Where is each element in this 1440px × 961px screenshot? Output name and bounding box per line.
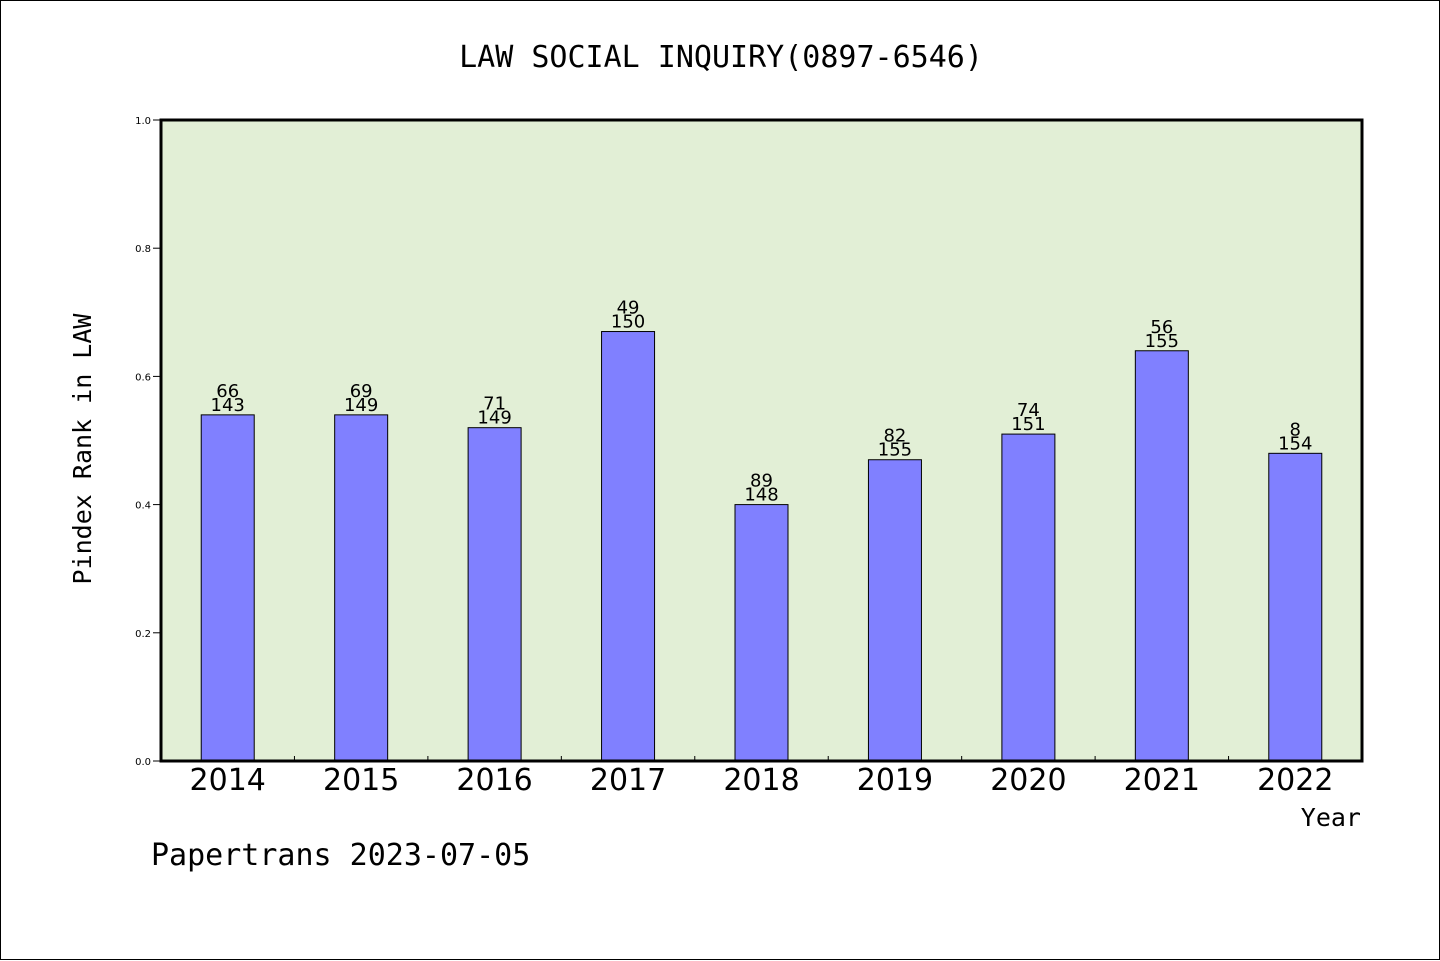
chart-title: LAW SOCIAL INQUIRY(0897-6546) (459, 40, 983, 75)
rank-label-2021: 56 (1150, 317, 1173, 338)
x-tick-label-2018: 2018 (723, 763, 799, 798)
total-label-2016: 149 (477, 408, 511, 429)
plot-border (159, 118, 1364, 763)
bar-2017 (601, 331, 656, 762)
total-label-2019: 155 (878, 440, 912, 461)
rank-label-2020: 74 (1017, 400, 1040, 421)
y-tick-label: 0.6 (135, 372, 151, 383)
bar-2016 (467, 427, 522, 762)
bar-2021 (1134, 350, 1189, 762)
y-axis: 0.0 0.2 0.4 0.6 0.8 1.0 (135, 116, 161, 768)
y-tick-label: 0.0 (135, 757, 151, 768)
x-tick-label-2020: 2020 (990, 763, 1066, 798)
total-label-2021: 155 (1145, 331, 1179, 352)
total-label-2017: 150 (611, 312, 645, 333)
total-label-2020: 151 (1011, 414, 1045, 435)
total-label-2014: 143 (211, 395, 245, 416)
rank-label-2015: 69 (350, 381, 373, 402)
rank-label-2017: 49 (617, 298, 640, 319)
x-axis-label: Year (1301, 803, 1361, 832)
bar-2015 (334, 414, 389, 762)
rank-label-2016: 71 (483, 394, 506, 415)
total-label-2022: 154 (1278, 433, 1312, 454)
y-axis-label: Pindex Rank in LAW (68, 313, 97, 585)
bar-2014 (200, 414, 255, 762)
bar-series (200, 331, 1323, 762)
rank-label-2014: 66 (216, 381, 239, 402)
x-tick-label-2019: 2019 (857, 763, 933, 798)
rank-label-2019: 82 (883, 426, 906, 447)
x-axis: 2014 2015 2016 2017 2018 2019 2020 2021 2022 (190, 756, 1333, 798)
x-tick-label-2021: 2021 (1124, 763, 1200, 798)
y-tick-label: 1.0 (135, 116, 151, 127)
x-tick-label-2015: 2015 (323, 763, 399, 798)
y-tick-label: 0.4 (135, 501, 151, 512)
bar-2022 (1268, 452, 1323, 762)
bar-2020 (1001, 433, 1056, 762)
rank-label-2022: 8 (1290, 419, 1301, 440)
y-tick-label: 0.8 (135, 244, 151, 255)
rank-label-2018: 89 (750, 471, 773, 492)
footer-watermark: Papertrans 2023-07-05 (151, 838, 530, 873)
y-tick-label: 0.2 (135, 629, 151, 640)
bar-2019 (867, 459, 922, 762)
x-tick-label-2022: 2022 (1257, 763, 1333, 798)
x-tick-label-2014: 2014 (190, 763, 266, 798)
bar-2018 (734, 504, 789, 762)
total-label-2018: 148 (744, 485, 778, 506)
total-label-2015: 149 (344, 395, 378, 416)
x-tick-label-2016: 2016 (456, 763, 532, 798)
x-tick-label-2017: 2017 (590, 763, 666, 798)
